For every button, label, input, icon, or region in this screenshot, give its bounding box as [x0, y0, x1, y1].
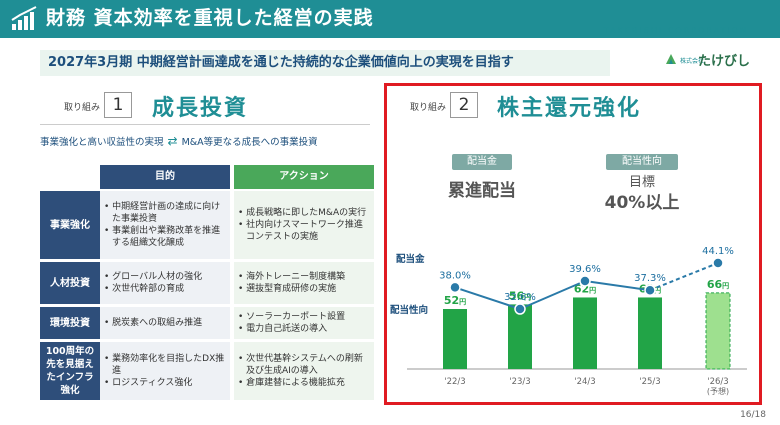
x-tick-label: '23/3	[509, 377, 530, 387]
logo-name: たけびし	[698, 54, 751, 69]
dividend-bar	[508, 304, 532, 369]
payout-marker	[644, 284, 656, 296]
bullet-item: • 脱炭素への取組み推進	[104, 318, 203, 328]
row-label: 事業強化	[40, 191, 100, 259]
subtitle-text: 2027年3月期 中期経営計画達成を通じた持続的な企業価値向上の実現を目指す	[48, 55, 514, 70]
payout-value-label: 37.3%	[634, 273, 666, 284]
payout-value-label: 38.0%	[439, 270, 471, 281]
dividend-bar	[443, 309, 467, 369]
payout-line-segment	[519, 280, 586, 310]
initiative-label-2: 取り組み	[410, 103, 447, 113]
bullet-item: • 倉庫建替による機能拡充	[238, 378, 345, 388]
payout-line-segment	[584, 280, 651, 292]
bullet-item: • グローバル人材の強化	[104, 272, 203, 282]
unit-label: 円	[722, 282, 729, 290]
strategy-b: M&A等更なる成長への事業投資	[181, 137, 318, 148]
x-tick-label: '25/3	[639, 377, 660, 387]
purpose-cell: • 業務効率化を目指したDX推進 • ロジスティクス強化	[100, 342, 230, 400]
purpose-cell: • 中期経営計画の達成に向けた事業投資 • 事業創出や業務改革を推進する組織文化醸…	[100, 191, 230, 259]
payout-line-segment	[454, 286, 521, 310]
action-cell: • ソーラーカーポート設置 • 電力自己託送の導入	[234, 307, 374, 339]
unit-label: 円	[524, 293, 531, 301]
x-tick-label: '26/3	[707, 377, 728, 387]
column-header-purpose: 目的	[100, 165, 230, 189]
corporation-name: TAKEBISHI CORPORATION	[603, 26, 748, 35]
exchange-arrows-icon: ⇄	[167, 134, 178, 148]
dividend-value-label: 52円	[444, 294, 466, 307]
subtitle: 2027年3月期 中期経営計画達成を通じた持続的な企業価値向上の実現を目指す	[40, 50, 610, 76]
target-label: 目標	[628, 175, 655, 190]
payout-value-label: 32.6%	[504, 292, 536, 303]
dividend-value-label: 56円	[509, 289, 531, 302]
dividend-policy: 累進配当	[448, 181, 516, 201]
purpose-cell: • 脱炭素への取組み推進	[100, 307, 230, 339]
row-label: 100周年の先を見据えたインフラ強化	[40, 342, 100, 400]
payout-marker	[514, 303, 526, 315]
initiative-number-1: 1	[104, 92, 132, 118]
payout-line-segment	[649, 262, 719, 292]
payout-marker	[712, 257, 724, 269]
bullet-item: • 次世代基幹システムへの刷新及び生成AIの導入	[238, 354, 363, 376]
payout-marker	[579, 275, 591, 287]
section-title-shareholder-return: 株主還元強化	[497, 96, 642, 121]
payout-value-label: 44.1%	[702, 246, 734, 257]
x-tick-label: '22/3	[444, 377, 465, 387]
bullet-item: • 業務効率化を目指したDX推進	[104, 354, 225, 376]
action-cell: • 次世代基幹システムへの刷新及び生成AIの導入 • 倉庫建替による機能拡充	[234, 342, 374, 400]
shareholder-return-panel	[384, 83, 762, 405]
dividend-value-label: 66円	[707, 278, 729, 291]
payout-value-label: 39.6%	[569, 264, 601, 275]
bullet-item: • 選抜型育成研修の実施	[238, 284, 337, 294]
purpose-cell: • グローバル人材の強化 • 次世代幹部の育成	[100, 262, 230, 304]
target-value: 40%以上	[604, 193, 680, 213]
bullet-item: • 中期経営計画の達成に向けた事業投資	[104, 202, 221, 224]
strategy-line: 事業強化と高い収益性の実現 ⇄ M&A等更なる成長への事業投資	[40, 134, 318, 148]
bullet-item: • 海外トレーニー制度構築	[238, 272, 346, 282]
dividend-chart: 52円'22/356円'23/362円'24/362円'25/366円'26/3…	[407, 246, 747, 396]
bullet-item: • 次世代幹部の育成	[104, 284, 185, 294]
page-number: 16/18	[740, 410, 766, 420]
bullet-item: • ロジスティクス強化	[104, 378, 193, 388]
badge-payout-ratio: 配当性向	[606, 154, 678, 170]
unit-label: 円	[589, 286, 596, 294]
row-label: 人材投資	[40, 262, 100, 304]
section-title-growth: 成長投資	[152, 96, 249, 121]
logo-mark-icon	[666, 54, 676, 64]
unit-label: 円	[459, 298, 466, 306]
company-logo: 株式会社 たけびし	[664, 50, 754, 69]
bullet-item: • ソーラーカーポート設置	[238, 312, 346, 322]
bullet-item: • 成長戦略に即したM&Aの実行	[238, 208, 367, 218]
legend-dividend: 配当金	[396, 254, 425, 265]
legend-payout-ratio: 配当性向	[390, 305, 429, 316]
bullet-item: • 事業創出や業務改革を推進する組織文化醸成	[104, 226, 221, 248]
initiative-number-2: 2	[450, 92, 478, 118]
dividend-value-label: 62円	[574, 282, 596, 295]
action-cell: • 成長戦略に即したM&Aの実行 • 社内向けスマートワーク推進コンテストの実施	[234, 191, 374, 259]
badge-dividend: 配当金	[452, 154, 512, 170]
column-header-action: アクション	[234, 165, 374, 189]
strategy-a: 事業強化と高い収益性の実現	[40, 137, 164, 148]
x-tick-label: '24/3	[574, 377, 595, 387]
row-label: 環境投資	[40, 307, 100, 339]
bullet-item: • 電力自己託送の導入	[238, 324, 328, 334]
logo-small-text: 株式会社	[680, 58, 705, 65]
dividend-bar	[705, 292, 731, 370]
action-cell: • 海外トレーニー制度構築 • 選抜型育成研修の実施	[234, 262, 374, 304]
x-tick-note: (予想)	[707, 386, 729, 396]
unit-label: 円	[654, 286, 661, 294]
header-bar: 財務 資本効率を重視した経営の実践	[0, 0, 780, 38]
dividend-bar	[638, 297, 662, 369]
dividend-bar	[573, 297, 597, 369]
initiative-label-1: 取り組み	[64, 103, 101, 113]
page-title: 財務 資本効率を重視した経営の実践	[46, 7, 374, 29]
bullet-item: • 社内向けスマートワーク推進コンテストの実施	[238, 220, 363, 242]
bar-chart-icon	[11, 6, 37, 30]
payout-marker	[449, 281, 461, 294]
divider	[40, 124, 370, 125]
